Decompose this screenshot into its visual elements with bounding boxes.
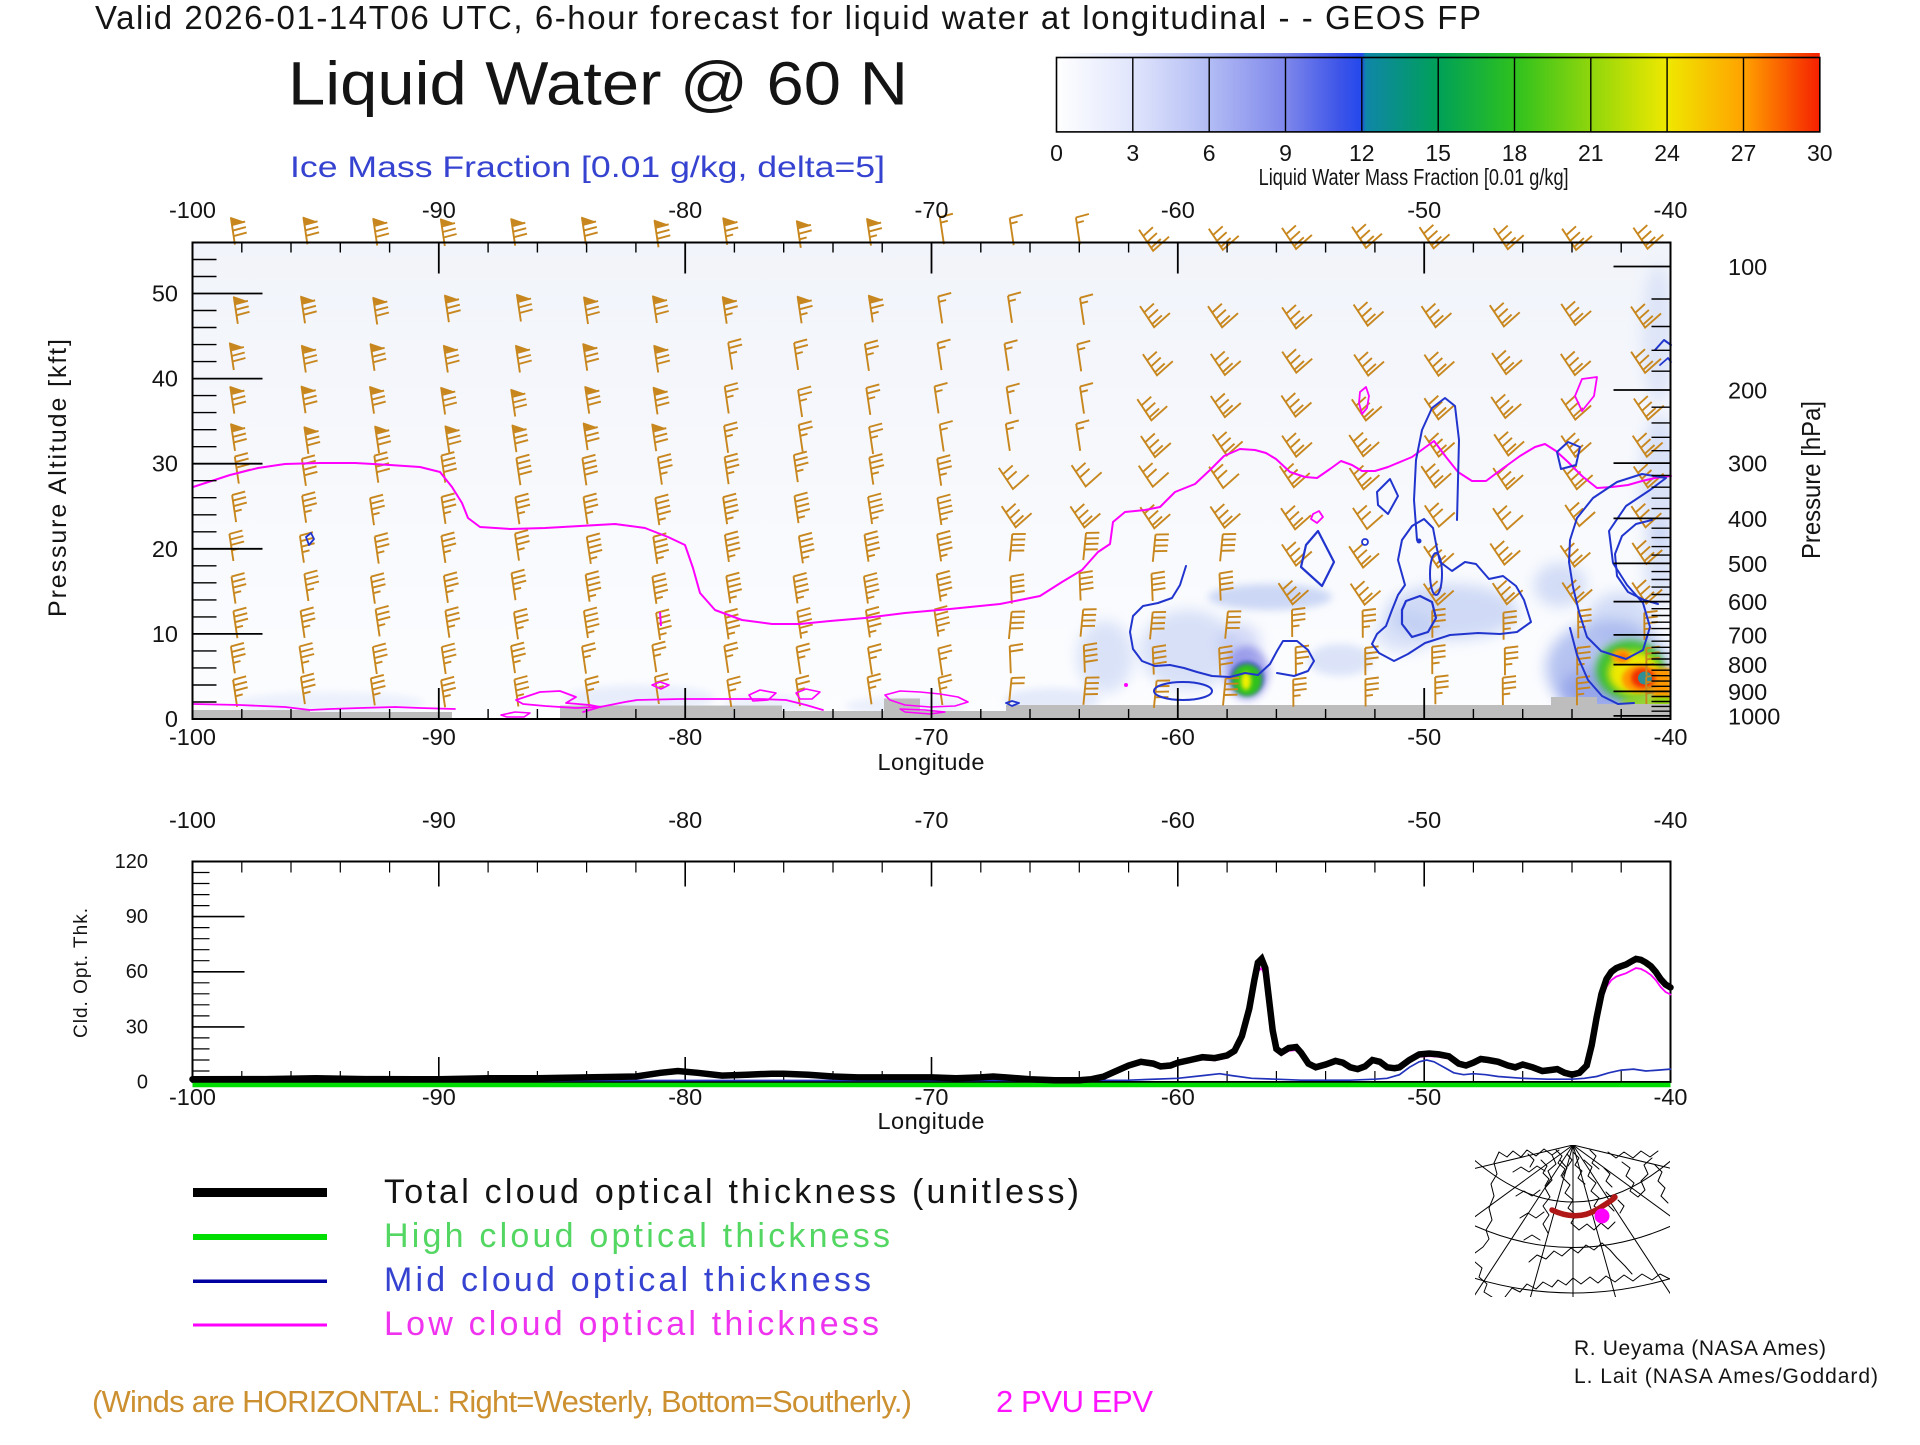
- svg-text:-80: -80: [668, 1084, 702, 1110]
- svg-text:20: 20: [152, 536, 178, 562]
- svg-text:Liquid Water @ 60 N: Liquid Water @ 60 N: [288, 50, 908, 118]
- svg-text:900: 900: [1728, 679, 1767, 705]
- svg-text:-50: -50: [1407, 197, 1441, 223]
- svg-text:Mid cloud optical thickness: Mid cloud optical thickness: [384, 1261, 871, 1299]
- svg-text:21: 21: [1578, 140, 1604, 166]
- svg-text:-40: -40: [1654, 807, 1688, 833]
- svg-text:Valid 2026-01-14T06 UTC, 6-hou: Valid 2026-01-14T06 UTC, 6-hour forecast…: [95, 0, 1481, 36]
- svg-text:1000: 1000: [1728, 703, 1780, 729]
- svg-text:-40: -40: [1654, 197, 1688, 223]
- svg-text:L. Lait (NASA Ames/Goddard): L. Lait (NASA Ames/Goddard): [1574, 1365, 1878, 1388]
- svg-text:R. Ueyama (NASA Ames): R. Ueyama (NASA Ames): [1574, 1337, 1826, 1360]
- svg-text:60: 60: [126, 961, 148, 983]
- svg-text:(Winds are HORIZONTAL: Right=W: (Winds are HORIZONTAL: Right=Westerly, B…: [92, 1384, 912, 1419]
- svg-text:-90: -90: [422, 724, 456, 750]
- svg-text:27: 27: [1731, 140, 1757, 166]
- svg-text:-60: -60: [1161, 1084, 1195, 1110]
- svg-text:-50: -50: [1407, 724, 1441, 750]
- svg-text:30: 30: [1807, 140, 1833, 166]
- svg-text:Longitude: Longitude: [878, 749, 985, 775]
- svg-text:200: 200: [1728, 378, 1767, 404]
- svg-text:-50: -50: [1407, 1084, 1441, 1110]
- svg-text:800: 800: [1728, 652, 1767, 678]
- svg-text:-80: -80: [668, 724, 702, 750]
- svg-text:-60: -60: [1161, 724, 1195, 750]
- svg-text:-100: -100: [169, 197, 216, 223]
- svg-text:-100: -100: [169, 1084, 216, 1110]
- svg-text:24: 24: [1654, 140, 1680, 166]
- svg-text:700: 700: [1728, 622, 1767, 648]
- svg-text:6: 6: [1203, 140, 1216, 166]
- svg-text:-90: -90: [422, 197, 456, 223]
- svg-text:-70: -70: [915, 197, 949, 223]
- svg-text:18: 18: [1502, 140, 1528, 166]
- svg-text:300: 300: [1728, 451, 1767, 477]
- svg-text:30: 30: [152, 451, 178, 477]
- svg-text:12: 12: [1349, 140, 1375, 166]
- svg-text:Ice Mass Fraction [0.01 g/kg,: Ice Mass Fraction [0.01 g/kg, delta=5]: [290, 151, 885, 184]
- svg-text:Total cloud optical thickness: Total cloud optical thickness (unitless): [384, 1173, 1079, 1211]
- svg-text:90: 90: [126, 906, 148, 928]
- svg-text:-70: -70: [915, 724, 949, 750]
- svg-text:-90: -90: [422, 1084, 456, 1110]
- svg-text:Cld. Opt. Thk.: Cld. Opt. Thk.: [71, 908, 92, 1038]
- svg-text:Longitude: Longitude: [878, 1108, 985, 1134]
- svg-text:-90: -90: [422, 807, 456, 833]
- svg-text:-80: -80: [668, 197, 702, 223]
- svg-text:10: 10: [152, 621, 178, 647]
- svg-text:-50: -50: [1407, 807, 1441, 833]
- svg-text:-80: -80: [668, 807, 702, 833]
- svg-text:Pressure Altitude [kft]: Pressure Altitude [kft]: [44, 339, 72, 617]
- svg-text:High cloud optical thickness: High cloud optical thickness: [384, 1217, 890, 1255]
- svg-text:500: 500: [1728, 551, 1767, 577]
- svg-text:9: 9: [1279, 140, 1292, 166]
- svg-text:-40: -40: [1654, 724, 1688, 750]
- svg-text:0: 0: [165, 706, 178, 732]
- svg-text:400: 400: [1728, 506, 1767, 532]
- svg-text:40: 40: [152, 366, 178, 392]
- svg-text:100: 100: [1728, 254, 1767, 280]
- svg-text:Low cloud optical thickness: Low cloud optical thickness: [384, 1305, 879, 1343]
- svg-text:120: 120: [115, 851, 148, 873]
- svg-text:-70: -70: [915, 1084, 949, 1110]
- svg-text:600: 600: [1728, 589, 1767, 615]
- svg-text:-70: -70: [915, 807, 949, 833]
- svg-text:30: 30: [126, 1016, 148, 1038]
- svg-text:15: 15: [1425, 140, 1451, 166]
- svg-text:0: 0: [1050, 140, 1063, 166]
- svg-text:Pressure [hPa]: Pressure [hPa]: [1796, 401, 1826, 559]
- svg-text:Liquid Water Mass Fraction [0.: Liquid Water Mass Fraction [0.01 g/kg]: [1259, 164, 1569, 190]
- svg-text:-100: -100: [169, 807, 216, 833]
- svg-text:3: 3: [1126, 140, 1139, 166]
- svg-text:-60: -60: [1161, 807, 1195, 833]
- svg-text:2 PVU EPV: 2 PVU EPV: [996, 1384, 1153, 1419]
- svg-text:50: 50: [152, 281, 178, 307]
- svg-text:-40: -40: [1654, 1084, 1688, 1110]
- svg-text:-60: -60: [1161, 197, 1195, 223]
- svg-text:0: 0: [137, 1072, 148, 1094]
